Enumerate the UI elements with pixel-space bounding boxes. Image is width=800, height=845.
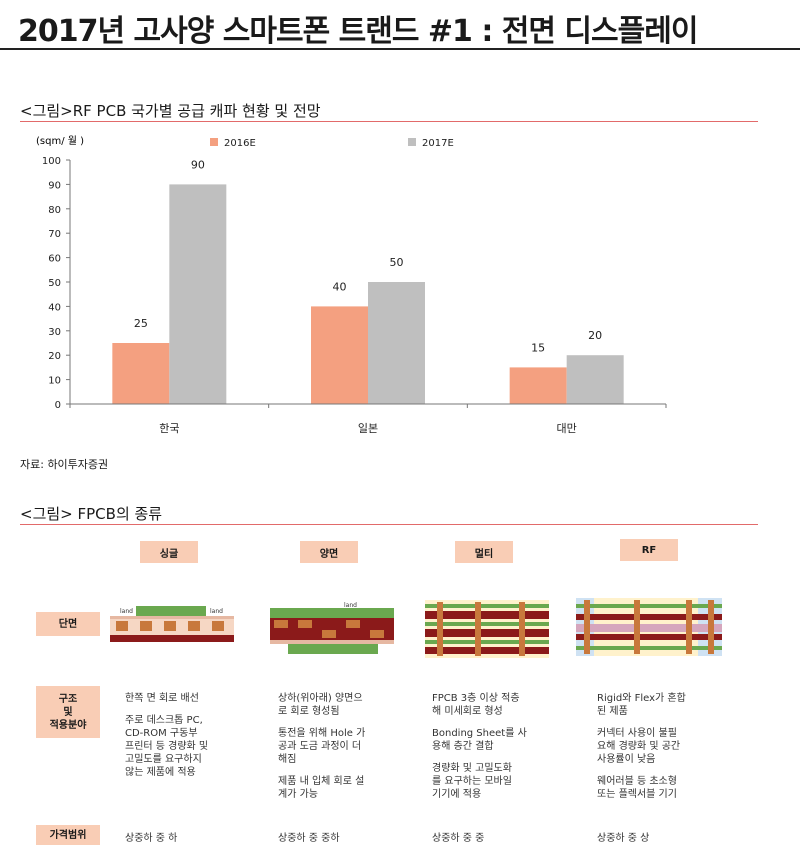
- y-tick-label: 100: [42, 156, 61, 167]
- bar: [112, 343, 170, 404]
- multi-layer-cross-section-diagram: [425, 600, 549, 658]
- column-header-single: 싱글: [140, 541, 198, 563]
- chart-section-title: <그림>RF PCB 국가별 공급 캐파 현황 및 전망: [20, 102, 321, 120]
- x-tick-label: 일본: [358, 421, 378, 435]
- y-tick-label: 80: [48, 205, 61, 216]
- bar: [566, 355, 624, 404]
- bar-value-label: 25: [134, 317, 148, 330]
- double-sided-cross-section-diagram: land: [270, 602, 394, 654]
- y-tick-label: 20: [48, 351, 61, 362]
- chart-section-divider: [20, 121, 758, 122]
- page-title: 2017년 고사양 스마트폰 트랜드 #1 : 전면 디스플레이: [18, 14, 698, 49]
- single-structure-cell: 한쪽 면 회로 배선 주로 데스크톱 PC, CD-ROM 구동부 프린터 등 …: [125, 692, 265, 788]
- legend-swatch: [408, 138, 416, 146]
- structure-text: 제품 내 입체 회로 설 계가 가능: [278, 776, 365, 800]
- chart-legend: 2016E 2017E: [210, 138, 454, 149]
- bar-value-label: 40: [333, 280, 347, 293]
- y-tick-label: 30: [48, 327, 61, 338]
- legend-label: 2016E: [224, 138, 256, 149]
- y-tick-label: 40: [48, 302, 61, 313]
- bar-value-label: 90: [191, 158, 205, 171]
- structure-text: 한쪽 면 회로 배선: [125, 693, 199, 704]
- y-tick-label: 90: [48, 180, 61, 191]
- fpcb-section-title: <그림> FPCB의 종류: [20, 505, 163, 523]
- row-header-structure: 구조 및 적용분야: [36, 686, 100, 738]
- bar-value-label: 20: [588, 329, 602, 342]
- structure-text: 상하(위아래) 양면으 로 회로 형성됨: [278, 693, 363, 717]
- single-sided-cross-section-diagram: land land: [110, 606, 234, 642]
- double-price: 상중하 중 중하: [278, 833, 340, 844]
- bar: [311, 306, 368, 404]
- multi-price: 상중하 중 중: [432, 833, 485, 844]
- column-header-multi: 멀티: [455, 541, 513, 563]
- y-tick-label: 70: [48, 229, 61, 240]
- land-label: land: [210, 608, 223, 615]
- bar-value-label: 15: [531, 341, 545, 354]
- rf-price: 상중하 중 상: [597, 833, 650, 844]
- bar-chart: (sqm/ 월 ) 2016E 2017E 0 10 20 30 40 50 60 70 80 90…: [36, 135, 667, 435]
- chart-source: 자료: 하이투자증권: [20, 458, 109, 471]
- legend-swatch: [210, 138, 218, 146]
- x-tick-label: 한국: [159, 422, 179, 435]
- land-label: land: [344, 602, 357, 609]
- structure-text: 통전을 위해 Hole 가 공과 도금 과정이 더 해짐: [278, 728, 366, 765]
- y-axis-label: (sqm/ 월 ): [36, 135, 84, 147]
- x-tick-label: 대만: [557, 422, 577, 435]
- bars: 25 90 40 50 15 20: [112, 158, 624, 404]
- bar: [509, 367, 567, 404]
- y-axis: 0 10 20 30 40 50 60 70 80 90 100: [42, 156, 71, 411]
- y-tick-label: 0: [55, 400, 61, 411]
- structure-text: 주로 데스크톱 PC, CD-ROM 구동부 프린터 등 경량화 및 고밀도를 …: [125, 715, 209, 778]
- bar-value-label: 50: [390, 256, 404, 269]
- x-axis: 한국 일본 대만: [69, 403, 667, 435]
- structure-text: FPCB 3층 이상 적층 해 미세회로 형성: [432, 693, 520, 717]
- bar: [368, 282, 425, 404]
- structure-text: 커넥터 사용이 불필 요해 경량화 및 공간 사용률이 낮음: [597, 728, 681, 765]
- single-price: 상중하 중 하: [125, 833, 178, 844]
- rf-cross-section-diagram: [576, 598, 722, 656]
- y-tick-label: 10: [48, 376, 61, 387]
- structure-text: Bonding Sheet를 사 용해 층간 결합: [432, 728, 527, 752]
- land-label: land: [120, 608, 133, 615]
- legend-label: 2017E: [422, 138, 454, 149]
- structure-text: 웨어러블 등 초소형 또는 플렉서블 기기: [597, 776, 677, 800]
- y-tick-label: 60: [48, 254, 61, 265]
- row-header-price: 가격범위: [36, 825, 100, 845]
- fpcb-section-divider: [20, 524, 758, 525]
- column-header-double: 양면: [300, 541, 358, 563]
- structure-text: 경량화 및 고밀도화 를 요구하는 모바일 기기에 적용: [432, 763, 512, 800]
- multi-structure-cell: FPCB 3층 이상 적층 해 미세회로 형성 Bonding Sheet를 사…: [432, 692, 572, 810]
- structure-text: Rigid와 Flex가 혼합 된 제품: [597, 693, 686, 717]
- row-header-cross-section: 단면: [36, 612, 100, 636]
- y-tick-label: 50: [48, 278, 61, 289]
- rf-structure-cell: Rigid와 Flex가 혼합 된 제품 커넥터 사용이 불필 요해 경량화 및…: [597, 692, 737, 810]
- double-structure-cell: 상하(위아래) 양면으 로 회로 형성됨 통전을 위해 Hole 가 공과 도금…: [278, 692, 418, 810]
- column-header-rf: RF: [620, 539, 678, 561]
- bar: [169, 184, 227, 404]
- title-divider: [0, 48, 800, 50]
